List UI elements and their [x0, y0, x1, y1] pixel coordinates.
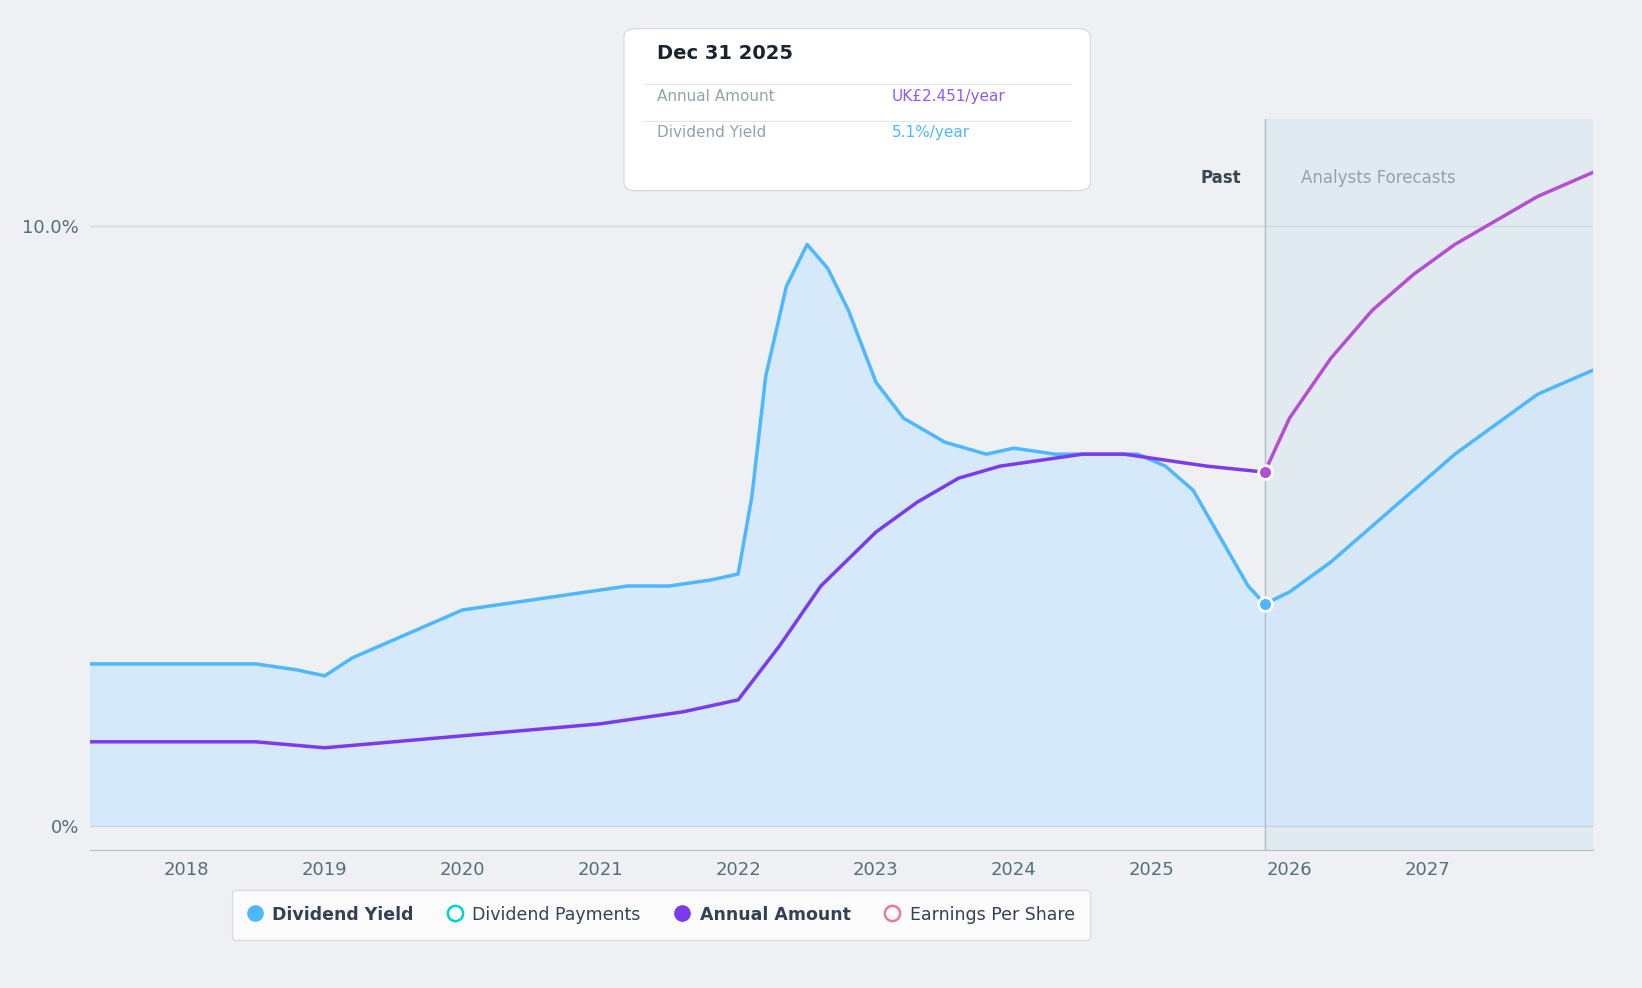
Text: Annual Amount: Annual Amount: [657, 89, 775, 104]
Text: UK£2.451/year: UK£2.451/year: [892, 89, 1005, 104]
Text: Past: Past: [1200, 170, 1241, 188]
Text: Analysts Forecasts: Analysts Forecasts: [1300, 170, 1455, 188]
Legend: Dividend Yield, Dividend Payments, Annual Amount, Earnings Per Share: Dividend Yield, Dividend Payments, Annua…: [232, 890, 1090, 940]
Text: Dec 31 2025: Dec 31 2025: [657, 44, 793, 63]
Bar: [1264, 119, 1593, 850]
Text: Dividend Yield: Dividend Yield: [657, 125, 767, 140]
Text: 5.1%/year: 5.1%/year: [892, 125, 970, 140]
